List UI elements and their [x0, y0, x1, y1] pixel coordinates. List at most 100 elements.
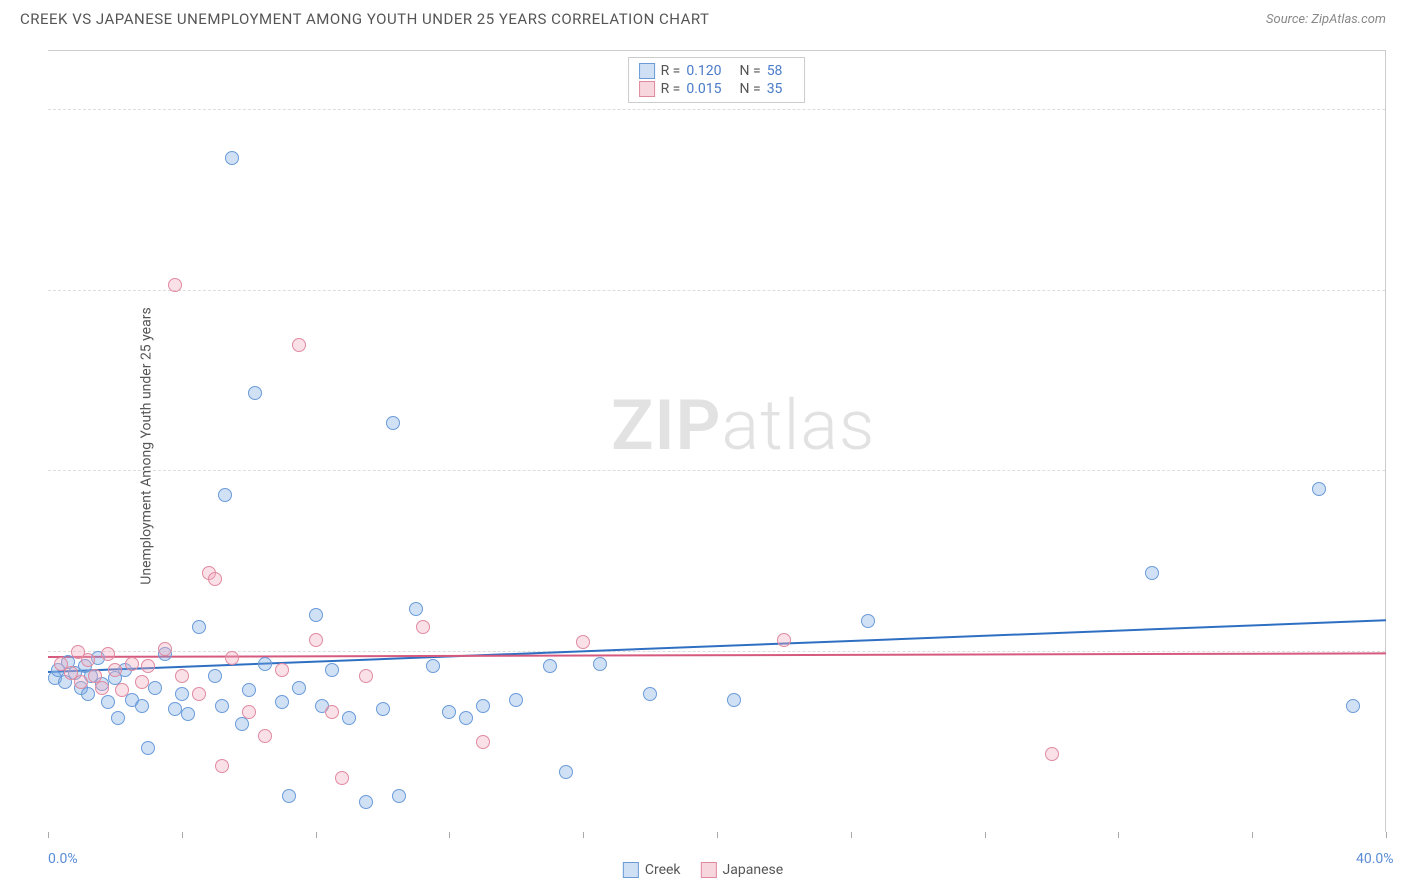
data-point-japanese [215, 759, 229, 773]
data-point-creek [242, 683, 256, 697]
x-tick [985, 832, 986, 838]
y-tick-label: 15.0% [1390, 628, 1406, 644]
data-point-creek [593, 657, 607, 671]
data-point-creek [509, 693, 523, 707]
data-point-japanese [292, 338, 306, 352]
y-tick-label: 45.0% [1390, 267, 1406, 283]
correlation-stats-box: R =0.120N =58R =0.015N =35 [628, 57, 806, 103]
legend-label: Japanese [723, 862, 784, 878]
data-point-creek [376, 702, 390, 716]
chart-plot-area: ZIPatlas R =0.120N =58R =0.015N =35 15.0… [48, 50, 1386, 832]
data-point-creek [168, 702, 182, 716]
r-value: 0.015 [686, 81, 721, 97]
y-tick-label: 30.0% [1390, 447, 1406, 463]
gridline [48, 651, 1385, 652]
data-point-creek [258, 657, 272, 671]
data-point-japanese [225, 651, 239, 665]
data-point-japanese [258, 729, 272, 743]
n-label: N = [740, 81, 761, 97]
data-point-creek [218, 488, 232, 502]
data-point-creek [148, 681, 162, 695]
data-point-creek [727, 693, 741, 707]
x-tick [1386, 832, 1387, 838]
data-point-japanese [74, 675, 88, 689]
x-tick [316, 832, 317, 838]
data-point-creek [81, 687, 95, 701]
n-value: 58 [767, 63, 783, 79]
data-point-creek [282, 789, 296, 803]
data-point-japanese [325, 705, 339, 719]
data-point-japanese [275, 663, 289, 677]
data-point-japanese [576, 635, 590, 649]
chart-title: CREEK VS JAPANESE UNEMPLOYMENT AMONG YOU… [20, 10, 710, 28]
data-point-creek [409, 602, 423, 616]
data-point-japanese [81, 653, 95, 667]
legend-item-creek: Creek [623, 862, 681, 878]
data-point-creek [426, 659, 440, 673]
x-tick-label: 0.0% [48, 851, 78, 867]
data-point-japanese [476, 735, 490, 749]
data-point-creek [643, 687, 657, 701]
r-label: R = [661, 81, 681, 97]
data-point-creek [181, 707, 195, 721]
data-point-creek [392, 789, 406, 803]
data-point-creek [192, 620, 206, 634]
data-point-japanese [359, 669, 373, 683]
data-point-creek [235, 717, 249, 731]
data-point-japanese [115, 683, 129, 697]
data-point-creek [359, 795, 373, 809]
data-point-creek [225, 151, 239, 165]
data-point-creek [543, 659, 557, 673]
x-tick [449, 832, 450, 838]
stats-row-creek: R =0.120N =58 [639, 62, 795, 80]
data-point-japanese [416, 620, 430, 634]
data-point-japanese [242, 705, 256, 719]
y-tick-label: 60.0% [1390, 86, 1406, 102]
data-point-creek [175, 687, 189, 701]
series-swatch [639, 63, 655, 79]
data-point-creek [861, 614, 875, 628]
x-tick [717, 832, 718, 838]
x-tick-label: 40.0% [1356, 851, 1394, 867]
gridline [48, 109, 1385, 110]
trend-line-japanese [48, 652, 1386, 658]
x-tick [1252, 832, 1253, 838]
data-point-japanese [108, 663, 122, 677]
data-point-creek [559, 765, 573, 779]
data-point-creek [141, 741, 155, 755]
data-point-creek [135, 699, 149, 713]
data-point-creek [292, 681, 306, 695]
data-point-japanese [95, 681, 109, 695]
r-value: 0.120 [686, 63, 721, 79]
data-point-japanese [777, 633, 791, 647]
data-point-japanese [335, 771, 349, 785]
gridline [48, 290, 1385, 291]
stats-row-japanese: R =0.015N =35 [639, 80, 795, 98]
data-point-creek [111, 711, 125, 725]
data-point-creek [325, 663, 339, 677]
x-tick [1118, 832, 1119, 838]
x-tick [48, 832, 49, 838]
data-point-creek [1346, 699, 1360, 713]
data-point-japanese [141, 659, 155, 673]
series-legend: Creek Japanese [623, 862, 783, 878]
data-point-creek [386, 416, 400, 430]
legend-swatch [623, 862, 639, 878]
data-point-japanese [101, 647, 115, 661]
x-tick [182, 832, 183, 838]
data-point-japanese [208, 572, 222, 586]
data-point-japanese [309, 633, 323, 647]
gridline [48, 470, 1385, 471]
data-point-japanese [192, 687, 206, 701]
series-swatch [639, 81, 655, 97]
data-point-creek [1145, 566, 1159, 580]
data-point-creek [1312, 482, 1326, 496]
data-point-japanese [175, 669, 189, 683]
n-label: N = [740, 63, 761, 79]
data-point-creek [342, 711, 356, 725]
data-point-creek [101, 695, 115, 709]
source-label: Source: ZipAtlas.com [1266, 12, 1386, 27]
data-point-japanese [135, 675, 149, 689]
chart-header: CREEK VS JAPANESE UNEMPLOYMENT AMONG YOU… [0, 0, 1406, 34]
x-tick [851, 832, 852, 838]
